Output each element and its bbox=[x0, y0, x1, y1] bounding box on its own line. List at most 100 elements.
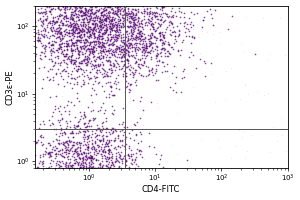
Point bbox=[131, 2, 136, 5]
Point bbox=[56, 167, 60, 170]
Point bbox=[106, 16, 111, 19]
Point bbox=[97, 64, 102, 67]
Point bbox=[140, 25, 145, 28]
Point bbox=[121, 133, 126, 137]
Point bbox=[142, 9, 147, 12]
Point bbox=[136, 48, 140, 51]
Point bbox=[44, 167, 49, 170]
Point bbox=[29, 184, 34, 187]
Point bbox=[47, 68, 52, 71]
Point bbox=[103, 16, 108, 20]
Point bbox=[125, 59, 130, 62]
Point bbox=[93, 135, 98, 138]
Point bbox=[177, 34, 182, 37]
Point bbox=[8, 55, 12, 59]
Point bbox=[59, 176, 64, 180]
Point bbox=[188, 23, 193, 26]
Point bbox=[85, 3, 90, 7]
Point bbox=[128, 44, 132, 47]
Point bbox=[112, 40, 116, 43]
Point bbox=[109, 3, 113, 6]
Point bbox=[49, 49, 54, 52]
Point bbox=[61, 37, 65, 40]
Point bbox=[54, 19, 59, 22]
Point bbox=[116, 1, 120, 4]
Point bbox=[142, 45, 147, 48]
Point bbox=[113, 82, 118, 85]
Point bbox=[104, 119, 109, 122]
Point bbox=[102, 85, 107, 88]
Point bbox=[135, 20, 140, 23]
Point bbox=[100, 63, 105, 67]
Point bbox=[108, 24, 112, 27]
Point bbox=[99, 179, 104, 182]
Point bbox=[95, 40, 100, 43]
Point bbox=[110, 3, 115, 6]
Point bbox=[144, 47, 149, 50]
Point bbox=[101, 14, 106, 17]
Point bbox=[68, 22, 73, 25]
Point bbox=[20, 118, 25, 121]
Point bbox=[86, 47, 91, 51]
Point bbox=[36, 10, 40, 14]
Point bbox=[92, 34, 96, 37]
Point bbox=[91, 32, 96, 35]
Point bbox=[72, 123, 77, 126]
Point bbox=[57, 31, 62, 35]
Point bbox=[69, 168, 74, 171]
Point bbox=[74, 4, 78, 7]
Point bbox=[76, 123, 80, 127]
Point bbox=[88, 5, 93, 8]
Point bbox=[86, 155, 91, 159]
Point bbox=[59, 166, 64, 169]
Point bbox=[146, 50, 151, 53]
Point bbox=[40, 77, 45, 80]
Point bbox=[105, 22, 110, 26]
Point bbox=[56, 29, 61, 32]
Point bbox=[92, 185, 96, 188]
Point bbox=[72, 151, 76, 155]
Point bbox=[107, 25, 112, 28]
Point bbox=[71, 61, 76, 64]
Point bbox=[123, 181, 128, 184]
Point bbox=[153, 57, 158, 60]
Point bbox=[56, 26, 61, 29]
Point bbox=[78, 179, 82, 183]
Point bbox=[121, 50, 126, 53]
Point bbox=[28, 21, 33, 24]
Point bbox=[96, 180, 101, 183]
Point bbox=[112, 23, 117, 26]
Point bbox=[102, 46, 107, 49]
Point bbox=[93, 187, 98, 190]
Point bbox=[81, 46, 86, 49]
Point bbox=[85, 20, 89, 23]
Point bbox=[77, 34, 82, 37]
Point bbox=[84, 57, 89, 60]
Point bbox=[67, 100, 71, 103]
Point bbox=[72, 30, 76, 33]
Point bbox=[100, 85, 105, 88]
Point bbox=[93, 180, 98, 183]
Point bbox=[90, 161, 94, 164]
Point bbox=[112, 25, 116, 28]
Point bbox=[82, 7, 87, 10]
Point bbox=[106, 60, 111, 63]
Point bbox=[113, 10, 118, 13]
Point bbox=[64, 47, 69, 50]
Point bbox=[91, 53, 95, 56]
Point bbox=[115, 47, 119, 50]
Point bbox=[185, 22, 190, 26]
Point bbox=[82, 0, 86, 2]
Point bbox=[71, 26, 76, 29]
Point bbox=[77, 39, 82, 42]
Point bbox=[89, 36, 94, 39]
Point bbox=[84, 26, 88, 29]
Point bbox=[113, 173, 118, 176]
Point bbox=[103, 149, 108, 152]
Point bbox=[99, 28, 103, 32]
Point bbox=[87, 53, 92, 56]
Point bbox=[97, 0, 102, 1]
Point bbox=[159, 12, 164, 15]
Point bbox=[104, 16, 109, 20]
Point bbox=[96, 184, 101, 187]
